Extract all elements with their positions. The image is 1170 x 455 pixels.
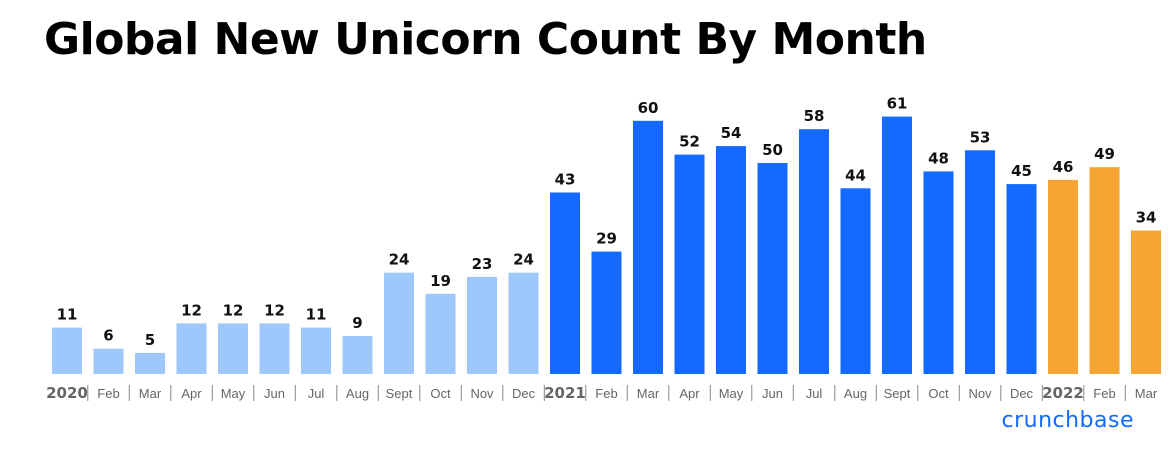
tick-label-17: Jun [762, 386, 783, 401]
chart-title: Global New Unicorn Count By Month [44, 14, 927, 65]
bar-19 [840, 188, 871, 374]
tick-label-18: Jul [806, 386, 823, 401]
data-label-13: 29 [596, 230, 617, 248]
tick-label-0: 2020 [46, 384, 88, 402]
bar-22 [965, 150, 995, 374]
bar-10 [467, 276, 497, 374]
tick-label-1: Feb [97, 386, 119, 401]
tick-label-14: Mar [637, 386, 660, 401]
data-label-25: 49 [1094, 145, 1115, 163]
data-label-2: 5 [145, 331, 155, 349]
tick-label-4: May [221, 386, 246, 401]
tick-label-7: Aug [346, 386, 369, 401]
bar-13 [591, 251, 622, 374]
bar-7 [342, 336, 373, 374]
tick-label-12: 2021 [544, 384, 586, 402]
bar-15 [674, 154, 705, 374]
data-label-22: 53 [970, 128, 991, 146]
bar-16 [716, 146, 746, 374]
tick-label-22: Nov [968, 386, 992, 401]
bar-17 [757, 163, 788, 374]
bar-14 [633, 120, 663, 374]
bar-3 [176, 323, 207, 374]
data-label-6: 11 [306, 306, 327, 324]
data-label-23: 45 [1011, 162, 1032, 180]
data-label-14: 60 [638, 99, 659, 117]
bar-21 [923, 171, 954, 374]
tick-label-21: Oct [928, 386, 949, 401]
data-label-26: 34 [1136, 209, 1157, 227]
tick-label-16: May [719, 386, 744, 401]
data-label-20: 61 [887, 95, 908, 113]
bar-26 [1131, 230, 1161, 374]
data-label-24: 46 [1053, 158, 1074, 176]
tick-label-19: Aug [844, 386, 867, 401]
data-label-3: 12 [181, 301, 202, 319]
bar-5 [259, 323, 290, 374]
bar-0 [52, 327, 82, 374]
bar-20 [882, 116, 912, 374]
tick-label-10: Nov [470, 386, 494, 401]
bar-8 [384, 272, 414, 374]
bar-11 [508, 272, 539, 374]
tick-label-6: Jul [308, 386, 325, 401]
bar-6 [301, 327, 331, 374]
data-label-7: 9 [352, 314, 362, 332]
tick-label-11: Dec [512, 386, 536, 401]
bar-4 [218, 323, 248, 374]
data-label-1: 6 [103, 327, 113, 345]
bar-24 [1048, 179, 1078, 374]
data-label-21: 48 [928, 149, 949, 167]
tick-label-24: 2022 [1042, 384, 1084, 402]
tick-label-23: Dec [1010, 386, 1034, 401]
tick-label-3: Apr [181, 386, 202, 401]
data-label-11: 24 [513, 251, 534, 269]
bar-1 [93, 348, 124, 374]
data-label-15: 52 [679, 133, 700, 151]
data-label-16: 54 [721, 124, 742, 142]
tick-label-26: Mar [1135, 386, 1158, 401]
tick-label-8: Sept [386, 386, 413, 401]
data-label-18: 58 [804, 107, 825, 125]
tick-label-13: Feb [595, 386, 617, 401]
bar-9 [425, 293, 456, 374]
data-label-9: 19 [430, 272, 451, 290]
bar-23 [1006, 184, 1037, 374]
data-label-17: 50 [762, 141, 783, 159]
tick-label-2: Mar [139, 386, 162, 401]
data-label-19: 44 [845, 166, 866, 184]
data-label-4: 12 [223, 301, 244, 319]
tick-label-25: Feb [1093, 386, 1115, 401]
tick-label-15: Apr [679, 386, 700, 401]
data-label-0: 11 [57, 306, 78, 324]
tick-label-20: Sept [884, 386, 911, 401]
bar-12 [550, 192, 580, 374]
tick-label-5: Jun [264, 386, 285, 401]
data-label-12: 43 [555, 171, 576, 189]
bar-2 [135, 352, 165, 374]
data-label-10: 23 [472, 255, 493, 273]
crunchbase-logo: crunchbase [1001, 408, 1134, 433]
bar-18 [799, 129, 829, 374]
data-label-8: 24 [389, 251, 410, 269]
data-label-5: 12 [264, 301, 285, 319]
bar-25 [1089, 167, 1120, 374]
tick-label-9: Oct [430, 386, 451, 401]
